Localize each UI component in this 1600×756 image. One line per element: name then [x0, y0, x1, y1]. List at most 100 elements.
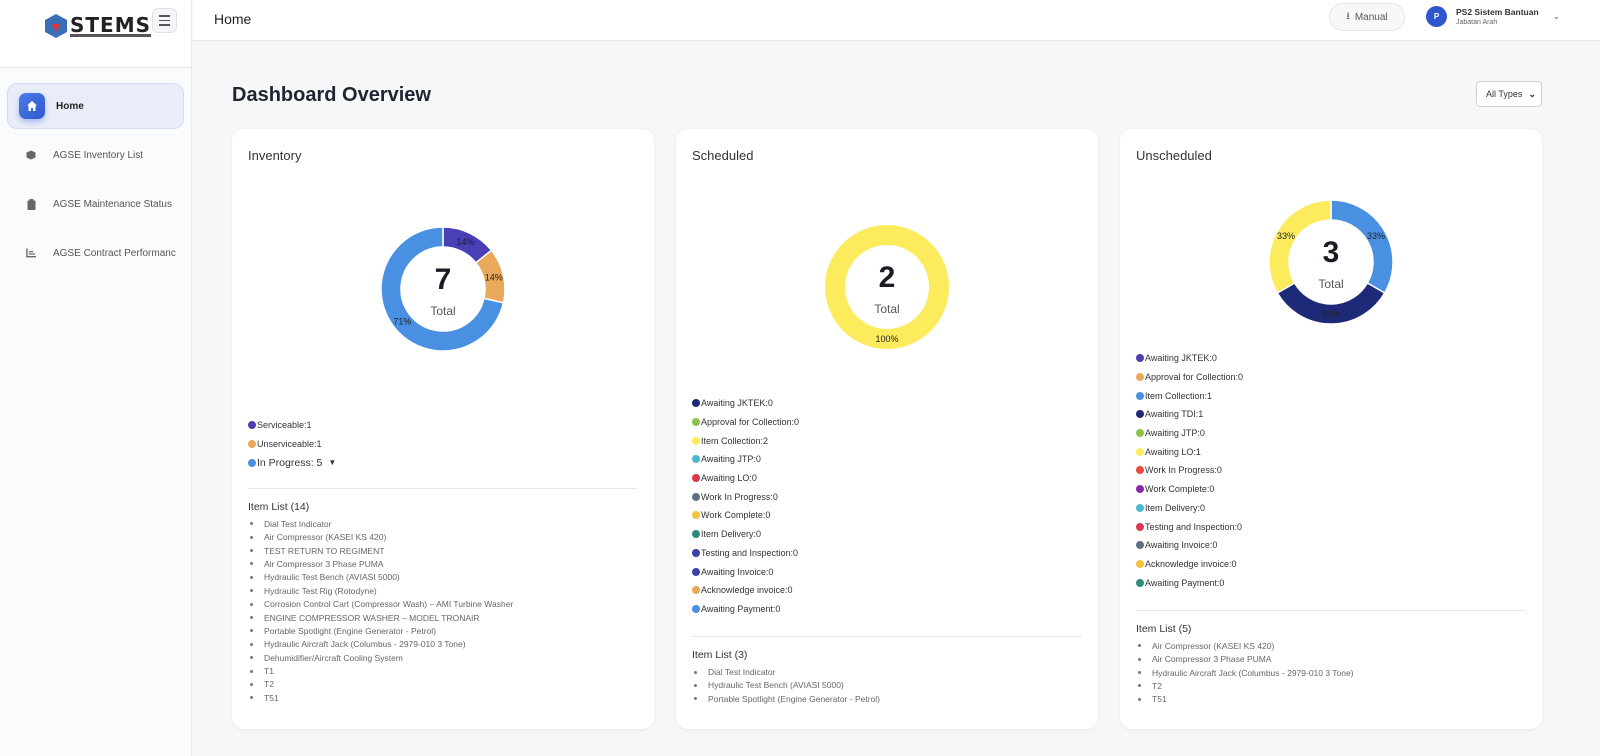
top-bar: Home ⭳ Manual P PS2 Sistem Bantuan Jabatan…: [193, 0, 1600, 41]
legend-item[interactable]: Awaiting JTP:0: [692, 450, 799, 469]
stems-logo[interactable]: STEMS: [45, 14, 152, 38]
slice-percent-label: 71%: [393, 316, 411, 326]
chart-legend: Awaiting JKTEK:0 Approval for Collection:…: [1136, 349, 1243, 592]
legend-label: Awaiting LO:1: [1145, 446, 1201, 457]
donut-total-label: Total: [874, 302, 899, 316]
item-list-title: Item List (14): [248, 501, 310, 514]
card-title: Scheduled: [692, 148, 754, 163]
legend-item[interactable]: Testing and Inspection:0: [1136, 517, 1243, 536]
chevron-down-icon: ⌄: [1552, 11, 1561, 21]
user-name: PS2 Sistem Bantuan: [1456, 7, 1539, 17]
legend-item[interactable]: Work In Progress:0: [692, 487, 799, 506]
legend-item[interactable]: Item Collection:2: [692, 431, 799, 450]
legend-dot: [1136, 485, 1144, 494]
legend-dot: [1136, 447, 1144, 456]
legend-label: Approval for Collection:0: [701, 417, 800, 428]
legend-item[interactable]: Approval for Collection:0: [692, 413, 799, 432]
legend-dot: [248, 440, 256, 449]
legend-item[interactable]: Awaiting LO:1: [1136, 442, 1243, 461]
legend-dot: [248, 421, 256, 430]
donut-chart: 14% 14% 71% 7 Total: [380, 226, 506, 352]
list-item: ENGINE COMPRESSOR WASHER – MODEL TRONAIR: [248, 611, 513, 624]
legend-dot: [1136, 354, 1144, 363]
legend-item[interactable]: Work Complete:0: [1136, 480, 1243, 499]
legend-item[interactable]: Awaiting JTP:0: [1136, 424, 1243, 443]
list-item: TEST RETURN TO REGIMENT: [248, 544, 513, 557]
divider: [1136, 610, 1526, 612]
legend-item[interactable]: Item Collection:1: [1136, 386, 1243, 405]
legend-item[interactable]: Awaiting JKTEK:0: [692, 394, 799, 413]
user-role: Jabatan Arah: [1456, 19, 1498, 26]
donut-slice[interactable]: [1268, 199, 1332, 295]
legend-item[interactable]: Work In Progress:0: [1136, 461, 1243, 480]
legend-label: Item Collection:2: [701, 435, 769, 446]
sidebar-item-agse-contract-performance[interactable]: AGSE Contract Performanc: [7, 230, 184, 276]
legend-dot: [692, 511, 700, 520]
legend-dot: [1136, 429, 1144, 438]
legend-item[interactable]: Awaiting JKTEK:0: [1136, 349, 1243, 368]
legend-label: Awaiting Invoice:0: [701, 566, 774, 577]
legend-dot: [692, 474, 700, 483]
list-item: Hydraulic Aircraft Jack (Columbus - 2979…: [1136, 666, 1354, 679]
legend-label: Awaiting TDI:1: [1145, 409, 1204, 420]
sidebar-item-label: AGSE Contract Performanc: [53, 247, 176, 259]
type-filter-select[interactable]: All Types ⌄: [1476, 81, 1542, 107]
list-item: T51: [1136, 693, 1354, 706]
list-item: Dehumidifier/Aircraft Cooling System: [248, 651, 513, 664]
page-title: Dashboard Overview: [232, 84, 431, 106]
chart-legend: Awaiting JKTEK:0 Approval for Collection:…: [692, 394, 799, 618]
legend-item[interactable]: Acknowledge invoice:0: [692, 581, 799, 600]
slice-percent-label: 33%: [1277, 231, 1295, 241]
legend-label: Awaiting JTP:0: [701, 454, 761, 465]
donut-slice[interactable]: [825, 225, 949, 349]
sidebar-item-agse-inventory-list[interactable]: AGSE Inventory List: [7, 132, 184, 178]
avatar: P: [1426, 6, 1447, 27]
legend-item[interactable]: Work Complete:0: [692, 506, 799, 525]
user-menu[interactable]: P PS2 Sistem Bantuan Jabatan Arah ⌄: [1426, 6, 1560, 27]
slice-percent-label: 33%: [1367, 231, 1385, 241]
sidebar-item-label: Home: [56, 100, 84, 112]
legend-item[interactable]: Unserviceable:1: [248, 435, 336, 454]
legend-label: Awaiting Payment:0: [1145, 577, 1225, 588]
legend-label: Item Delivery:0: [1145, 502, 1206, 513]
legend-label: Serviceable:1: [257, 420, 312, 431]
legend-item[interactable]: Acknowledge invoice:0: [1136, 555, 1243, 574]
legend-item[interactable]: Awaiting Invoice:0: [692, 562, 799, 581]
manual-label: Manual: [1354, 11, 1388, 23]
manual-button[interactable]: ⭳ Manual: [1329, 3, 1405, 31]
legend-item[interactable]: Approval for Collection:0: [1136, 368, 1243, 387]
legend-item[interactable]: Item Delivery:0: [1136, 499, 1243, 518]
legend-item[interactable]: Awaiting Payment:0: [1136, 573, 1243, 592]
legend-dot: [692, 604, 700, 613]
legend-item[interactable]: Item Delivery:0: [692, 525, 799, 544]
legend-label: Work Complete:0: [701, 510, 771, 521]
sidebar-toggle-button[interactable]: [152, 8, 177, 33]
legend-dot: [1136, 410, 1144, 419]
legend-item[interactable]: Awaiting TDI:1: [1136, 405, 1243, 424]
list-item: T1: [248, 664, 513, 677]
legend-item[interactable]: Awaiting LO:0: [692, 469, 799, 488]
legend-dot: [692, 530, 700, 539]
list-item: T2: [1136, 679, 1354, 692]
list-item: Air Compressor (KASEI KS 420): [248, 530, 513, 543]
caret-down-icon[interactable]: ▼: [328, 458, 337, 468]
donut-slice[interactable]: [380, 226, 505, 352]
list-item: Air Compressor 3 Phase PUMA: [248, 557, 513, 570]
legend-label: Approval for Collection:0: [1145, 372, 1244, 383]
sidebar-item-agse-maintenance-status[interactable]: AGSE Maintenance Status: [7, 181, 184, 227]
legend-item[interactable]: Serviceable:1: [248, 416, 336, 435]
donut-chart: 33% 33% 33% 3 Total: [1268, 199, 1394, 325]
legend-dot: [1136, 541, 1144, 550]
legend-dot: [692, 418, 700, 427]
slice-percent-label: 33%: [1322, 309, 1340, 319]
legend-dot: [692, 567, 700, 576]
sidebar-item-home[interactable]: Home: [7, 83, 184, 129]
divider: [692, 636, 1082, 638]
legend-item[interactable]: Awaiting Payment:0: [692, 600, 799, 619]
donut-total-value: 3: [1323, 236, 1340, 269]
legend-item[interactable]: Testing and Inspection:0: [692, 544, 799, 563]
legend-item[interactable]: Awaiting Invoice:0: [1136, 536, 1243, 555]
legend-label: Awaiting Invoice:0: [1145, 540, 1218, 551]
legend-item[interactable]: In Progress: 5 ▼: [248, 453, 336, 472]
logo-emblem-icon: [45, 14, 67, 38]
